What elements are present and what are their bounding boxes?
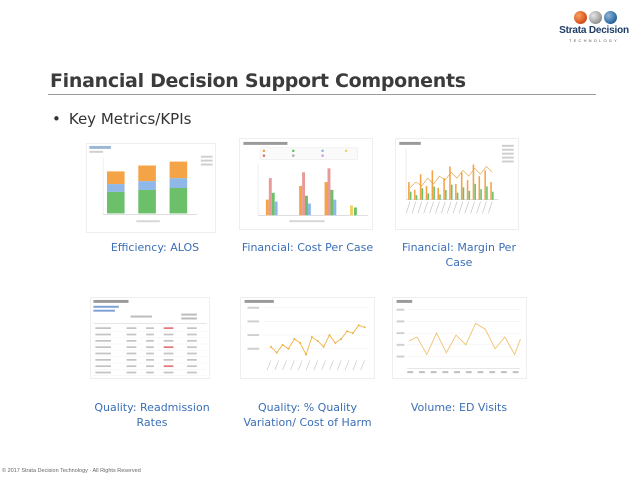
logo-orange-sphere-icon (574, 11, 587, 24)
thumbnail-cost-per-case (239, 138, 373, 230)
title-divider (48, 94, 596, 95)
logo-blue-sphere-icon (604, 11, 617, 24)
logo-brand-name: Strata Decision (559, 25, 629, 36)
caption-readmission-rates: Quality: Readmission Rates (94, 401, 210, 429)
thumbnail-efficiency-alos (86, 143, 216, 233)
logo-gray-sphere-icon (589, 11, 602, 24)
logo-mark-icon (572, 11, 620, 27)
caption-efficiency-alos: Efficiency: ALOS (110, 241, 200, 254)
caption-cost-per-case: Financial: Cost Per Case (241, 241, 374, 254)
table-thumbnail (93, 299, 207, 376)
line-chart-thumbnail (244, 299, 367, 371)
bullet-item: • Key Metrics/KPIs (52, 110, 191, 128)
bullet-dot-icon: • (52, 110, 61, 128)
logo-tagline: TECHNOLOGY (568, 38, 619, 43)
caption-quality-variation: Quality: % Quality Variation/ Cost of Ha… (243, 401, 372, 429)
stacked-bar-chart-thumbnail (89, 145, 213, 223)
grouped-bar-chart-thumbnail (243, 141, 368, 223)
bar-line-chart-thumbnail (399, 141, 514, 214)
thumbnail-margin-per-case (395, 138, 519, 230)
strata-decision-logo: Strata Decision TECHNOLOGY (554, 8, 634, 50)
slide-title: Financial Decision Support Components (50, 70, 466, 92)
thumbnail-readmission-rates (90, 297, 210, 379)
thumbnail-quality-variation (240, 297, 375, 379)
bullet-text: Key Metrics/KPIs (68, 110, 192, 128)
caption-margin-per-case: Financial: Margin Per Case (402, 241, 516, 269)
line-chart-thumbnail (396, 299, 521, 374)
caption-ed-visits: Volume: ED Visits (410, 401, 508, 414)
thumbnail-ed-visits (392, 297, 527, 379)
copyright-footer: © 2017 Strata Decision Technology · All … (2, 468, 141, 474)
